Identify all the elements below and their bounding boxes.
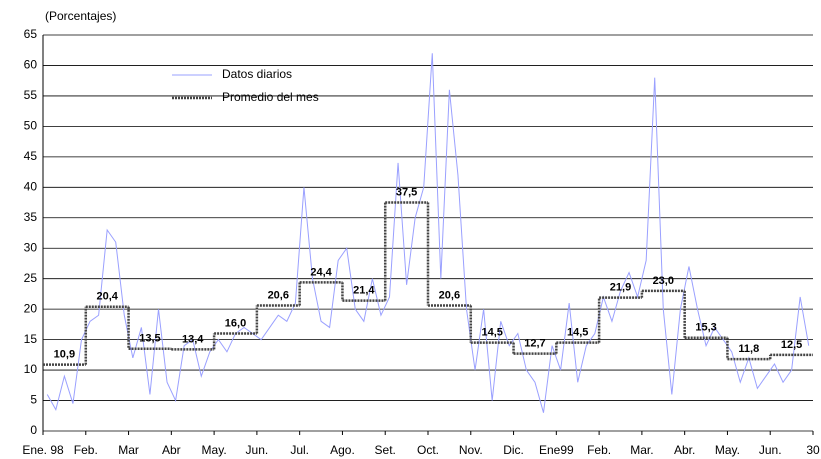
value-label: 15,3 [695, 322, 716, 334]
x-tick-label: Ene99 [539, 443, 574, 457]
y-tick-label: 40 [24, 179, 38, 193]
x-tick-label: 30 [806, 443, 820, 457]
y-tick-label: 50 [24, 119, 38, 133]
value-label: 12,5 [781, 339, 802, 351]
y-tick-label: 5 [30, 393, 37, 407]
value-label: 11,8 [738, 343, 759, 355]
value-label: 14,5 [481, 327, 502, 339]
x-tick-label: May. [202, 443, 227, 457]
y-tick-label: 60 [24, 58, 38, 72]
y-tick-label: 45 [24, 149, 38, 163]
x-tick-label: Feb. [74, 443, 98, 457]
x-tick-label: Abr. [674, 443, 695, 457]
x-tick-label: Ago. [330, 443, 355, 457]
x-tick-label: Feb. [587, 443, 611, 457]
value-label: 10,9 [54, 349, 75, 361]
x-tick-label: Nov. [459, 443, 483, 457]
y-tick-label: 10 [24, 362, 38, 376]
y-tick-label: 20 [24, 301, 38, 315]
x-tick-label: Abr [162, 443, 181, 457]
value-label: 23,0 [653, 275, 674, 287]
value-label: 16,0 [225, 317, 246, 329]
legend-label: Promedio del mes [222, 90, 319, 104]
daily-line [46, 53, 810, 413]
y-tick-label: 65 [24, 27, 38, 41]
value-label: 20,6 [268, 289, 289, 301]
value-label: 24,4 [310, 266, 332, 278]
value-label: 21,4 [353, 285, 375, 297]
value-label: 14,5 [567, 327, 588, 339]
value-label: 13,5 [139, 333, 160, 345]
y-tick-label: 0 [30, 423, 37, 437]
x-tick-label: Jun. [246, 443, 269, 457]
value-label: 12,7 [524, 338, 545, 350]
x-tick-label: May. [715, 443, 740, 457]
legend-label: Datos diarios [222, 67, 292, 81]
value-label: 37,5 [396, 186, 417, 198]
x-tick-label: Set. [375, 443, 396, 457]
value-label: 20,4 [96, 291, 118, 303]
x-tick-label: Oct. [417, 443, 439, 457]
value-label: 13,4 [182, 333, 204, 345]
x-tick-label: Mar [118, 443, 139, 457]
y-tick-label: 55 [24, 88, 38, 102]
y-tick-label: 25 [24, 271, 38, 285]
x-tick-label: Ene. 98 [22, 443, 64, 457]
x-tick-label: Dic. [503, 443, 524, 457]
x-tick-label: Jul. [290, 443, 309, 457]
x-tick-label: Mar. [630, 443, 653, 457]
x-tick-label: Jun. [759, 443, 782, 457]
y-axis-label: (Porcentajes) [45, 9, 116, 23]
y-tick-label: 35 [24, 210, 38, 224]
value-label: 20,6 [439, 289, 460, 301]
value-label: 21,9 [610, 281, 631, 293]
y-tick-label: 30 [24, 240, 38, 254]
y-tick-label: 15 [24, 332, 38, 346]
